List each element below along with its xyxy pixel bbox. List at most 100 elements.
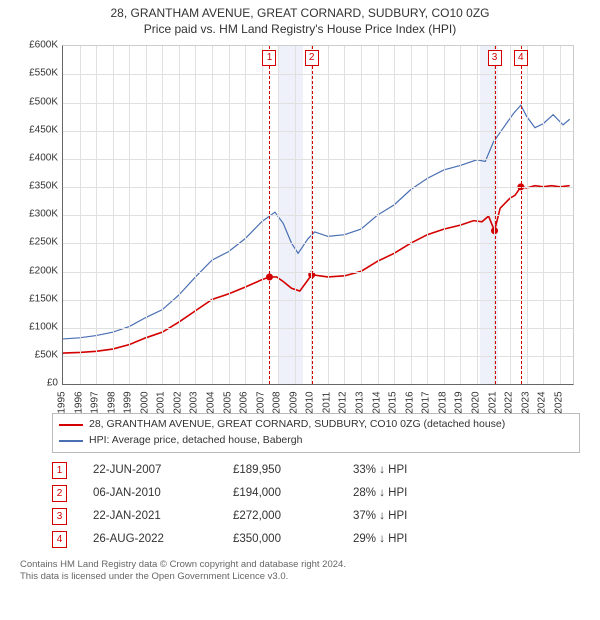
y-tick-label: £600K <box>29 40 58 51</box>
x-tick-label: 2008 <box>272 392 283 414</box>
footer-line-1: Contains HM Land Registry data © Crown c… <box>20 559 580 571</box>
gridline-v <box>96 46 97 384</box>
y-tick-label: £300K <box>29 209 58 220</box>
x-tick-label: 2011 <box>321 392 332 414</box>
transaction-diff: 28% ↓ HPI <box>353 482 407 505</box>
x-tick-label: 2019 <box>454 392 465 414</box>
x-tick-label: 2005 <box>222 392 233 414</box>
x-tick-label: 2023 <box>520 392 531 414</box>
x-tick-label: 2016 <box>404 392 415 414</box>
x-tick-label: 2007 <box>255 392 266 414</box>
x-tick-label: 2002 <box>172 392 183 414</box>
legend-swatch <box>59 440 83 442</box>
marker-line <box>495 46 496 384</box>
transaction-price: £194,000 <box>233 482 353 505</box>
y-axis-labels: £0£50K£100K£150K£200K£250K£300K£350K£400… <box>20 45 60 385</box>
x-tick-label: 2021 <box>487 392 498 414</box>
transaction-row: 2 06-JAN-2010£194,00028% ↓ HPI <box>52 482 580 505</box>
transaction-row: 122-JUN-2007£189,95033% ↓ HPI <box>52 459 580 482</box>
gridline-h <box>63 328 573 329</box>
gridline-v <box>444 46 445 384</box>
x-tick-label: 2018 <box>437 392 448 414</box>
gridline-v <box>162 46 163 384</box>
marker-line <box>312 46 313 384</box>
marker-number-4: 4 <box>514 50 528 66</box>
x-tick-label: 2015 <box>388 392 399 414</box>
gridline-h <box>63 215 573 216</box>
x-tick-label: 2003 <box>189 392 200 414</box>
y-tick-label: £200K <box>29 265 58 276</box>
x-tick-label: 2000 <box>139 392 150 414</box>
gridline-v <box>328 46 329 384</box>
y-tick-label: £400K <box>29 152 58 163</box>
x-tick-label: 2024 <box>537 392 548 414</box>
x-tick-label: 2001 <box>156 392 167 414</box>
gridline-v <box>477 46 478 384</box>
y-tick-label: £0 <box>47 378 58 389</box>
legend-label: HPI: Average price, detached house, Babe… <box>89 433 302 449</box>
gridline-h <box>63 103 573 104</box>
y-tick-label: £150K <box>29 293 58 304</box>
gridline-v <box>543 46 544 384</box>
chart: £0£50K£100K£150K£200K£250K£300K£350K£400… <box>20 41 580 411</box>
transaction-date: 06-JAN-2010 <box>93 482 233 505</box>
gridline-v <box>411 46 412 384</box>
legend-swatch <box>59 424 83 426</box>
gridline-v <box>146 46 147 384</box>
x-tick-label: 2017 <box>421 392 432 414</box>
gridline-h <box>63 356 573 357</box>
gridline-h <box>63 272 573 273</box>
gridline-v <box>80 46 81 384</box>
transaction-row: 3 22-JAN-2021£272,00037% ↓ HPI <box>52 505 580 528</box>
gridline-v <box>179 46 180 384</box>
y-tick-label: £350K <box>29 181 58 192</box>
marker-line <box>521 46 522 384</box>
gridline-v <box>394 46 395 384</box>
legend-row: 28, GRANTHAM AVENUE, GREAT CORNARD, SUDB… <box>59 417 573 433</box>
y-tick-label: £450K <box>29 124 58 135</box>
gridline-v <box>560 46 561 384</box>
gridline-h <box>63 243 573 244</box>
gridline-h <box>63 300 573 301</box>
x-tick-label: 1997 <box>90 392 101 414</box>
x-axis-labels: 1995199619971998199920002001200220032004… <box>62 387 574 411</box>
transaction-marker: 1 <box>52 462 67 479</box>
gridline-h <box>63 159 573 160</box>
gridline-v <box>113 46 114 384</box>
y-tick-label: £550K <box>29 68 58 79</box>
x-tick-label: 2006 <box>239 392 250 414</box>
gridline-v <box>378 46 379 384</box>
transaction-row: 426-AUG-2022£350,00029% ↓ HPI <box>52 528 580 551</box>
x-tick-label: 2013 <box>355 392 366 414</box>
gridline-v <box>212 46 213 384</box>
gridline-h <box>63 187 573 188</box>
page-root: 28, GRANTHAM AVENUE, GREAT CORNARD, SUDB… <box>0 0 600 620</box>
x-tick-label: 2004 <box>206 392 217 414</box>
transaction-date: 22-JAN-2021 <box>93 505 233 528</box>
gridline-v <box>262 46 263 384</box>
transaction-price: £272,000 <box>233 505 353 528</box>
transaction-diff: 37% ↓ HPI <box>353 505 407 528</box>
marker-number-2: 2 <box>305 50 319 66</box>
gridline-v <box>527 46 528 384</box>
legend: 28, GRANTHAM AVENUE, GREAT CORNARD, SUDB… <box>52 413 580 453</box>
gridline-v <box>129 46 130 384</box>
gridline-v <box>361 46 362 384</box>
x-tick-label: 2009 <box>288 392 299 414</box>
title-line-1: 28, GRANTHAM AVENUE, GREAT CORNARD, SUDB… <box>10 6 590 22</box>
gridline-h <box>63 74 573 75</box>
x-tick-label: 2010 <box>305 392 316 414</box>
transaction-price: £189,950 <box>233 459 353 482</box>
transaction-marker: 2 <box>52 485 67 502</box>
gridline-v <box>510 46 511 384</box>
transaction-marker: 4 <box>52 531 67 548</box>
gridline-v <box>278 46 279 384</box>
x-tick-label: 2025 <box>553 392 564 414</box>
x-tick-label: 2020 <box>470 392 481 414</box>
gridline-v <box>460 46 461 384</box>
gridline-v <box>295 46 296 384</box>
transaction-marker: 3 <box>52 508 67 525</box>
y-tick-label: £100K <box>29 321 58 332</box>
transaction-diff: 29% ↓ HPI <box>353 528 407 551</box>
marker-line <box>269 46 270 384</box>
